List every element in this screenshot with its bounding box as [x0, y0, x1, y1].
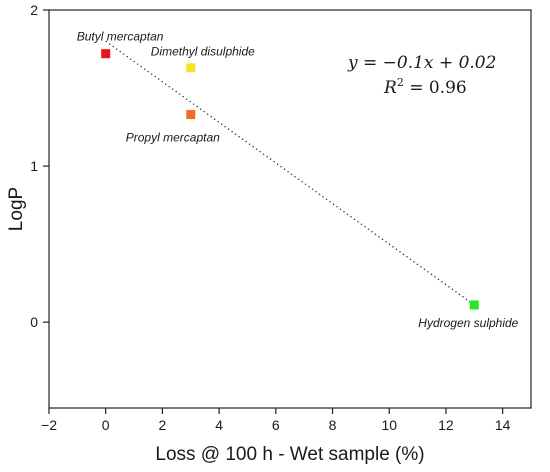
x-axis-title: Loss @ 100 h - Wet sample (%) — [155, 444, 424, 465]
r2-value: = 0.96 — [404, 78, 467, 98]
point-label-butyl-mercaptan: Butyl mercaptan — [77, 30, 164, 44]
point-label-dimethyl-disulphide: Dimethyl disulphide — [151, 45, 255, 59]
r2-label: R — [383, 78, 397, 98]
y-axis-ticks: 0 1 2 — [30, 2, 49, 330]
data-point-dimethyl-disulphide — [186, 63, 196, 73]
x-axis-ticks: −2 0 2 4 6 8 10 12 14 — [41, 408, 511, 433]
plot-area-frame — [48, 9, 532, 409]
data-points — [101, 49, 479, 310]
y-tick-label: 1 — [30, 158, 38, 174]
data-point-hydrogen-sulphide — [469, 300, 479, 310]
point-label-hydrogen-sulphide: Hydrogen sulphide — [418, 316, 518, 330]
x-tick-label: 0 — [102, 417, 110, 433]
regression-equation: y = −0.1x + 0.02 — [347, 53, 496, 73]
x-tick-label: −2 — [41, 417, 57, 433]
point-label-propyl-mercaptan: Propyl mercaptan — [126, 131, 220, 145]
y-tick-label: 2 — [30, 2, 38, 18]
r-squared-annotation: R2 = 0.96 — [383, 76, 467, 98]
x-tick-label: 6 — [272, 417, 280, 433]
x-tick-label: 4 — [215, 417, 223, 433]
y-tick-label: 0 — [30, 314, 38, 330]
x-tick-label: 14 — [495, 417, 511, 433]
data-point-propyl-mercaptan — [186, 110, 196, 120]
y-axis-title: LogP — [6, 187, 27, 231]
r2-superscript: 2 — [397, 76, 404, 89]
x-tick-label: 2 — [159, 417, 167, 433]
x-tick-label: 8 — [329, 417, 337, 433]
data-point-butyl-mercaptan — [101, 49, 111, 59]
x-tick-label: 12 — [438, 417, 454, 433]
x-tick-label: 10 — [381, 417, 397, 433]
